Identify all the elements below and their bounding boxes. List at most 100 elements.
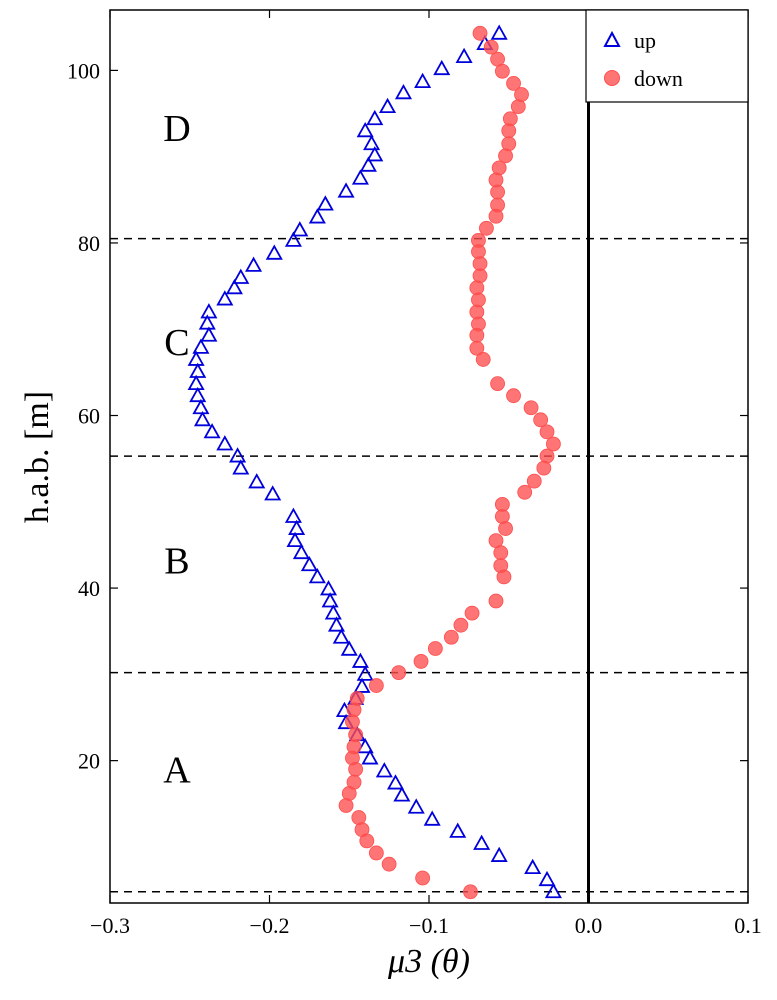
point-up bbox=[192, 338, 210, 354]
point-down bbox=[351, 810, 367, 825]
point-down bbox=[488, 533, 504, 549]
point-down bbox=[502, 111, 518, 127]
y-tick-label: 40 bbox=[78, 576, 100, 601]
point-down bbox=[463, 884, 478, 900]
point-down bbox=[514, 87, 529, 102]
point-up bbox=[200, 303, 218, 319]
point-up bbox=[292, 543, 310, 560]
point-up bbox=[245, 256, 263, 272]
point-down bbox=[427, 641, 443, 656]
point-up bbox=[423, 810, 441, 826]
point-up bbox=[187, 374, 205, 390]
point-up bbox=[351, 652, 369, 668]
point-up bbox=[203, 423, 221, 439]
y-axis-label: h.a.b. [m] bbox=[19, 391, 56, 523]
point-down bbox=[471, 232, 486, 248]
region-labels: A B C D bbox=[163, 108, 191, 791]
point-down bbox=[453, 617, 469, 633]
point-down bbox=[491, 160, 507, 176]
point-up bbox=[284, 231, 302, 247]
point-down bbox=[443, 629, 459, 645]
point-up bbox=[378, 97, 397, 114]
point-up bbox=[193, 410, 212, 427]
point-up bbox=[308, 568, 326, 584]
point-up bbox=[361, 749, 379, 765]
point-down bbox=[539, 448, 555, 464]
point-up bbox=[200, 326, 218, 342]
point-up bbox=[189, 386, 207, 403]
point-up bbox=[414, 72, 432, 89]
point-up bbox=[407, 798, 425, 814]
point-up bbox=[375, 762, 393, 778]
point-up bbox=[490, 846, 508, 862]
point-down bbox=[368, 678, 384, 693]
point-up bbox=[288, 519, 306, 535]
point-up bbox=[351, 169, 369, 185]
region-label-d: D bbox=[163, 108, 190, 150]
point-up bbox=[366, 109, 384, 126]
point-up bbox=[449, 822, 467, 838]
point-up bbox=[538, 870, 556, 887]
point-up bbox=[353, 677, 371, 693]
point-up bbox=[264, 485, 282, 501]
point-down bbox=[523, 400, 539, 416]
point-up bbox=[232, 459, 250, 475]
point-up bbox=[356, 121, 374, 138]
point-down bbox=[346, 774, 362, 790]
point-up bbox=[337, 182, 355, 198]
point-up bbox=[265, 244, 283, 260]
point-down bbox=[490, 376, 505, 391]
point-up bbox=[308, 208, 326, 224]
point-down bbox=[349, 691, 365, 706]
plot-frame bbox=[109, 9, 749, 904]
point-up bbox=[356, 665, 374, 681]
point-up bbox=[455, 47, 473, 63]
region-label-c: C bbox=[164, 322, 189, 364]
x-tick-label: −0.1 bbox=[409, 913, 449, 938]
point-down bbox=[413, 654, 429, 669]
point-down bbox=[506, 388, 521, 404]
point-up bbox=[524, 858, 542, 875]
point-up bbox=[490, 24, 508, 40]
series-down bbox=[338, 25, 561, 900]
point-up bbox=[393, 786, 411, 802]
x-tick-label: −0.2 bbox=[250, 913, 290, 938]
region-label-b: B bbox=[164, 540, 189, 582]
point-up bbox=[340, 640, 358, 656]
legend-box bbox=[585, 9, 749, 103]
point-down bbox=[539, 424, 555, 440]
point-up bbox=[216, 290, 234, 306]
legend-label-down: down bbox=[634, 66, 683, 91]
y-tick-label: 20 bbox=[78, 749, 100, 774]
x-tick-label: −0.3 bbox=[90, 913, 130, 938]
point-up bbox=[544, 882, 562, 899]
point-up bbox=[316, 195, 334, 211]
point-up bbox=[319, 580, 338, 596]
legend-marker-down bbox=[604, 70, 620, 86]
point-down bbox=[546, 436, 561, 452]
point-down bbox=[494, 496, 510, 512]
legend: up down bbox=[585, 9, 749, 103]
point-down bbox=[368, 845, 384, 861]
point-up bbox=[300, 555, 318, 572]
point-down bbox=[479, 220, 494, 236]
legend-marker-up bbox=[603, 30, 621, 47]
point-up bbox=[198, 314, 216, 330]
point-up bbox=[248, 473, 266, 489]
point-up bbox=[216, 435, 234, 451]
point-down bbox=[464, 605, 480, 621]
x-axis-label: μ3 (θ) bbox=[387, 943, 470, 980]
point-up bbox=[473, 834, 491, 850]
data-points bbox=[187, 24, 562, 900]
point-up bbox=[327, 616, 346, 632]
point-up bbox=[229, 447, 247, 463]
point-up bbox=[225, 278, 243, 295]
point-down bbox=[490, 197, 505, 213]
y-tick-label: 80 bbox=[78, 231, 100, 256]
point-down bbox=[533, 412, 549, 428]
point-down bbox=[517, 484, 533, 500]
point-up bbox=[363, 134, 381, 151]
point-up bbox=[192, 398, 210, 415]
point-down bbox=[493, 558, 509, 574]
